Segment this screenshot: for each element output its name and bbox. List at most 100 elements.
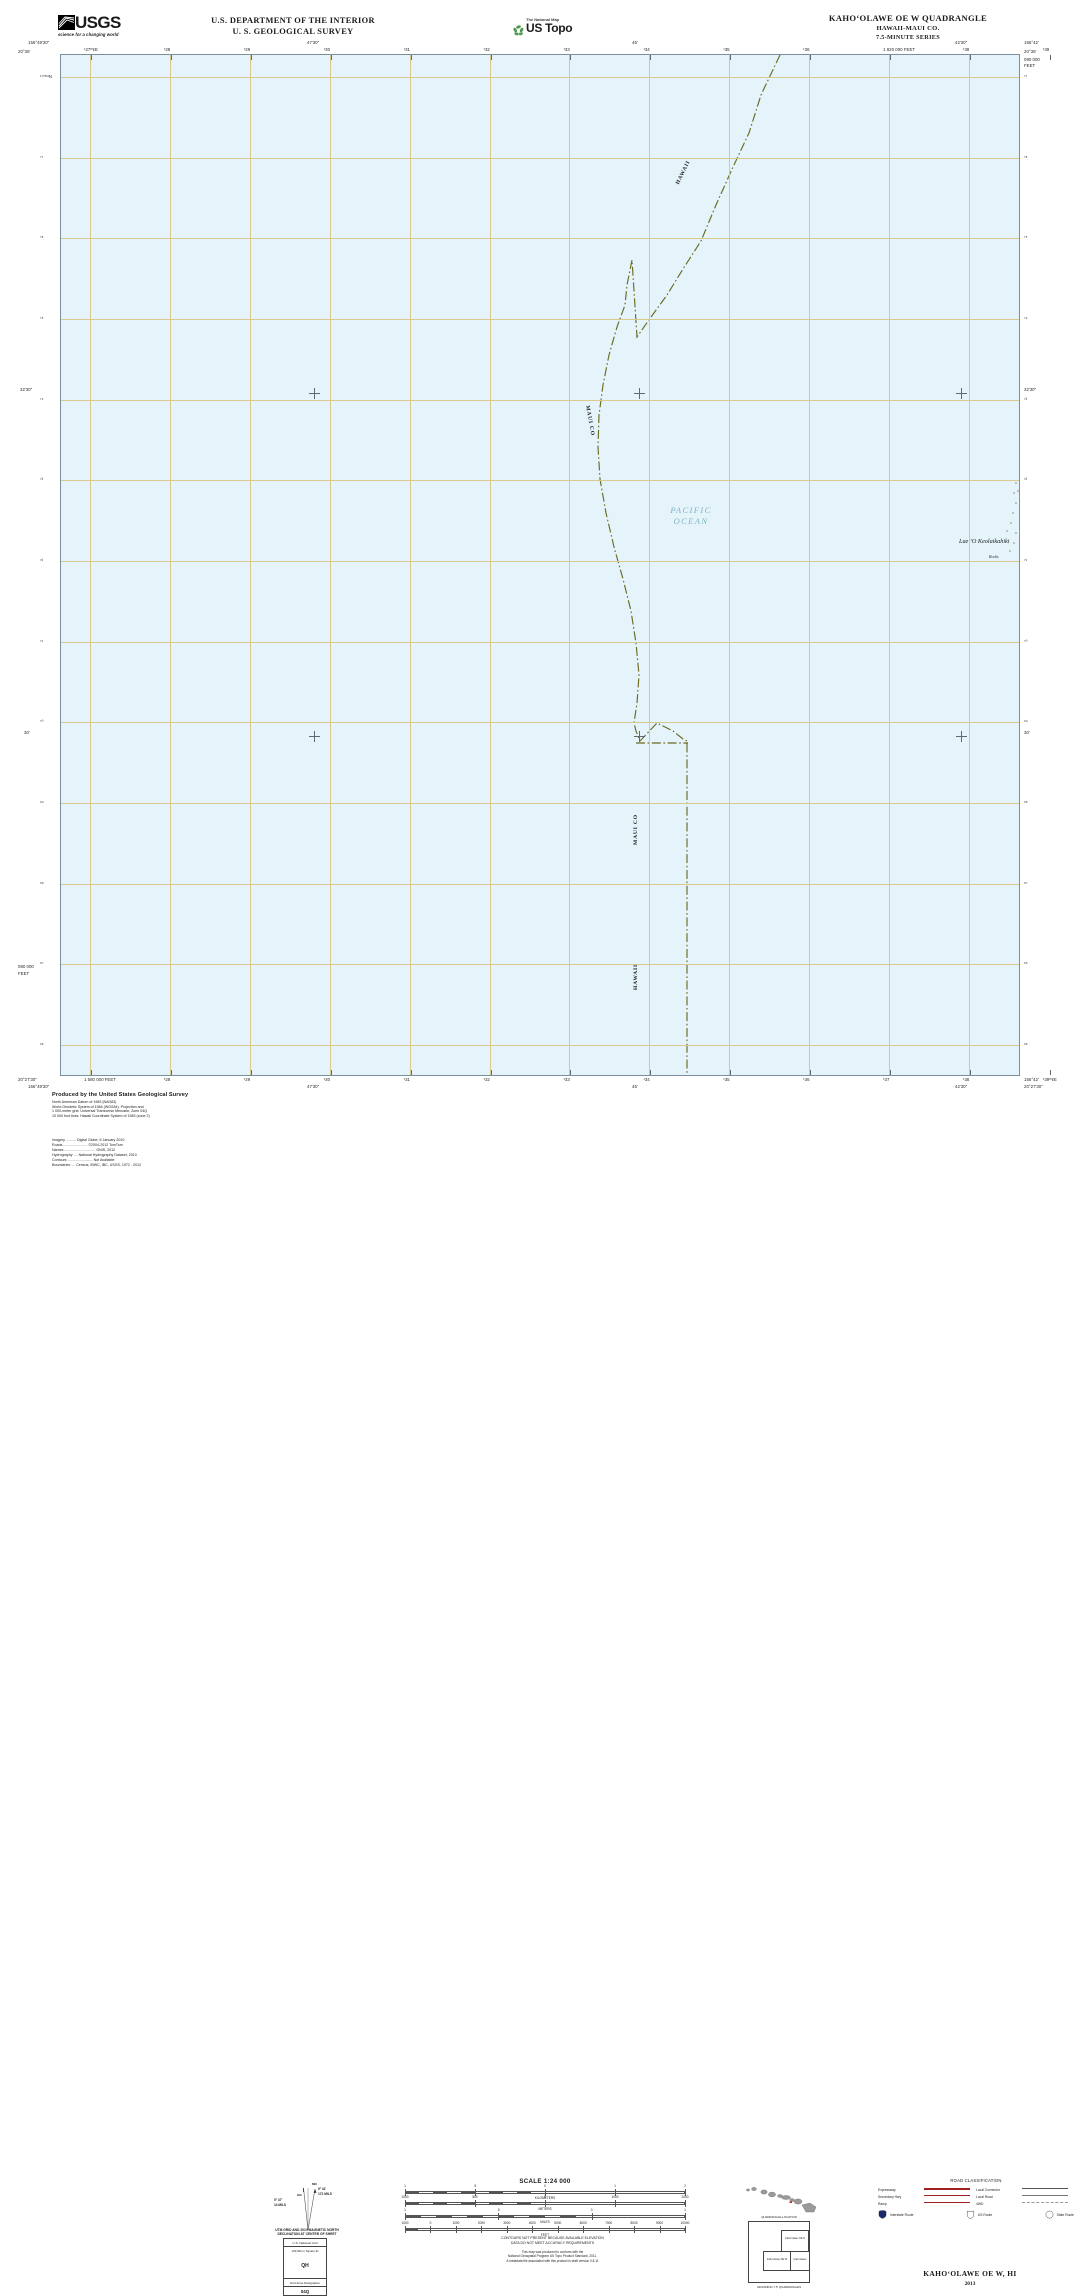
credit-label: Names bbox=[52, 1147, 64, 1152]
scalebar-segment bbox=[405, 2202, 419, 2205]
collar-tick-label: ¹37 bbox=[883, 1077, 890, 1082]
usng-zone-caption: Grid Zone Designation bbox=[284, 2278, 326, 2287]
collar-tick-label: 47'30" bbox=[307, 1084, 320, 1089]
map-body[interactable]: PACIFIC OCEAN HAWAII MAUI CO MAUI CO HAW… bbox=[18, 40, 1057, 1089]
scalebar-label: 1 bbox=[404, 2208, 406, 2212]
interstate-shield-icon bbox=[878, 2210, 887, 2220]
ocean-label-line-2: OCEAN bbox=[673, 516, 709, 526]
grid-line-horizontal bbox=[61, 1045, 1019, 1046]
interstate-route-label: Interstate Route bbox=[890, 2213, 914, 2217]
credit-label: Imagery bbox=[52, 1138, 65, 1142]
collar-tick-label: ⁷⁰ bbox=[40, 719, 44, 725]
us-route-shield-icon bbox=[966, 2210, 975, 2220]
production-block: Produced by the United States Geological… bbox=[52, 1092, 252, 1118]
collar-tick bbox=[570, 1070, 572, 1075]
grid-line-vertical bbox=[809, 55, 810, 1075]
collar-tick-label: ⁷⁷ bbox=[1024, 74, 1028, 79]
scalebar-label: 1 bbox=[404, 2184, 406, 2188]
collar-tick-label: ¹39 bbox=[1042, 47, 1050, 52]
graticule-cross bbox=[309, 388, 320, 399]
rock-symbol bbox=[1006, 530, 1008, 532]
grid-declination-angle: 0° 47' bbox=[274, 2198, 283, 2202]
collar-tick-label: 156°42' bbox=[1024, 40, 1039, 45]
map-neatline bbox=[60, 54, 1051, 1076]
adjoining-quad-cell-w: Kahoʻolawe OE W bbox=[763, 2250, 791, 2271]
collar-tick-label: ¹35 bbox=[723, 1077, 730, 1082]
scalebar-tick bbox=[685, 2226, 686, 2233]
usgs-wordmark: USGS bbox=[75, 13, 121, 32]
rock-symbol bbox=[1015, 502, 1017, 504]
scalebar-label: 2000 bbox=[681, 2195, 689, 2199]
scalebar-label: 1000 bbox=[611, 2195, 619, 2199]
collar-tick-label: ⁷⁵ bbox=[40, 316, 44, 321]
collar-tick-label: 156°42' bbox=[1024, 1077, 1039, 1082]
collar-tick bbox=[330, 1070, 332, 1075]
scalebar-tick bbox=[475, 2200, 476, 2207]
credit-row: Imagery .......... Digital Globe, 6 Janu… bbox=[52, 1138, 242, 1143]
collar-tick-label: ¹38 bbox=[963, 47, 970, 52]
grid-line-vertical bbox=[330, 55, 331, 1075]
footer-quadrangle-name: KAHOʻOLAWE OE W, HI bbox=[923, 2269, 1017, 2278]
boundary-label-maui-co-south: MAUI CO bbox=[633, 814, 639, 845]
scalebar-mi-unit: MILES bbox=[540, 2219, 550, 2224]
collar-tick-label: 090 000 bbox=[1024, 57, 1040, 62]
collar-tick-label: ¹30 bbox=[323, 47, 331, 52]
collar-tick-label: ⁷⁶ bbox=[1024, 154, 1028, 160]
collar-tick bbox=[810, 1070, 812, 1075]
scalebar-segment bbox=[436, 2215, 452, 2218]
collar-tick-label: ⁶⁹ bbox=[1024, 719, 1028, 725]
collar-tick-label: ⁷² bbox=[1024, 477, 1028, 483]
collar-tick-label: ⁷⁵ bbox=[1024, 235, 1028, 241]
scalebar-m-unit: METERS bbox=[538, 2206, 552, 2211]
collar-tick-label: ⁷¹ bbox=[40, 638, 44, 644]
credit-label: Roads bbox=[52, 1142, 63, 1147]
road-class-symbol bbox=[1022, 2202, 1068, 2205]
us-topo-wordmark: US Topo bbox=[526, 21, 573, 35]
collar-tick bbox=[250, 55, 252, 60]
scalebar-tick bbox=[583, 2226, 584, 2233]
map-canvas[interactable]: PACIFIC OCEAN HAWAII MAUI CO MAUI CO HAW… bbox=[61, 55, 1019, 1075]
collar-tick-label: ⁶⁷ bbox=[1024, 880, 1028, 886]
collar-tick-label: ¹33 bbox=[563, 1077, 570, 1082]
scalebar-segment bbox=[467, 2215, 483, 2218]
collar-tick-label: ⁷⁴ bbox=[40, 396, 44, 402]
production-line-4: 10 000 foot ticks: Hawaii Coordinate Sys… bbox=[52, 1113, 150, 1118]
grid-line-horizontal bbox=[61, 480, 1019, 481]
credit-row: Names ............................... GN… bbox=[52, 1148, 242, 1153]
collar-tick-label: ⁷⁷ bbox=[40, 154, 44, 160]
quadrangle-location-caption: QUADRANGLE LOCATION bbox=[761, 2215, 797, 2219]
grid-line-horizontal bbox=[61, 238, 1019, 239]
collar-tick-label: ⁷³ bbox=[1024, 396, 1028, 402]
collar-tick-label: ⁶⁶ bbox=[1024, 961, 1028, 967]
scalebar-ft-rail bbox=[405, 2228, 685, 2231]
scalebar-segment bbox=[405, 2215, 421, 2218]
graticule-cross bbox=[956, 731, 967, 742]
scalebar-label: 1000 bbox=[401, 2221, 409, 2225]
disclaimer-para-3: A metadata file associated with this pro… bbox=[506, 2258, 599, 2263]
road-class-right-column: Local Connector Local Road 4WD bbox=[976, 2186, 1074, 2207]
scalebar-tick bbox=[685, 2200, 686, 2207]
road-classification-title: ROAD CLASSIFICATION bbox=[950, 2178, 1002, 2183]
hawaii-islands-index-icon bbox=[740, 2182, 824, 2214]
rock-symbol bbox=[1013, 492, 1015, 494]
collar-tick bbox=[890, 55, 892, 60]
collar-tick-label: ¹38 bbox=[963, 1077, 970, 1082]
scalebar-tick bbox=[506, 2226, 508, 2233]
national-map-leaf-icon bbox=[513, 23, 524, 36]
collar-tick-label: 30' bbox=[24, 730, 30, 735]
collar-tick-label: ⁶⁸ bbox=[40, 880, 44, 886]
magnetic-declination-mils: 172 MILS bbox=[318, 2191, 332, 2196]
state-route-shield-icon bbox=[1045, 2210, 1054, 2220]
us-route-legend: US Route bbox=[966, 2210, 992, 2220]
quadrangle-title-block: KAHOʻOLAWE OE W QUADRANGLE HAWAII-MAUI C… bbox=[758, 13, 1058, 41]
scalebar-segment bbox=[529, 2215, 545, 2218]
scalebar-segment bbox=[461, 2191, 475, 2194]
collar-tick-label: ⁷³ bbox=[40, 477, 44, 483]
credit-value: Not Available bbox=[93, 1157, 115, 1162]
scalebar-segment bbox=[433, 2191, 447, 2194]
adjoining-quad-cell-n: Kahoʻolawe OE N bbox=[781, 2229, 809, 2252]
credit-label: Hydrography bbox=[52, 1152, 73, 1157]
grid-line-vertical bbox=[90, 55, 91, 1075]
collar-tick bbox=[730, 1070, 732, 1075]
scalebar-tick bbox=[545, 2200, 546, 2207]
